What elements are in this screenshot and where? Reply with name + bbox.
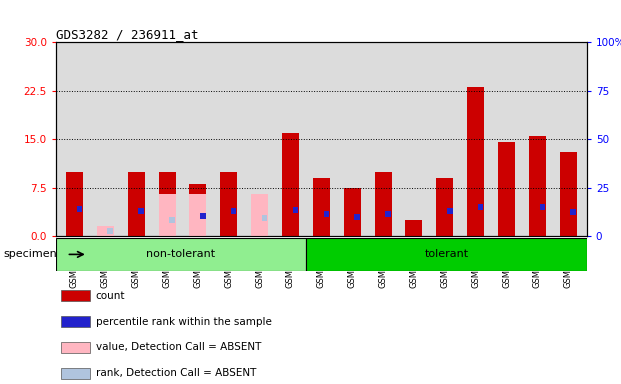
Text: count: count — [96, 291, 125, 301]
Bar — [61, 342, 91, 353]
Text: value, Detection Call = ABSENT: value, Detection Call = ABSENT — [96, 343, 261, 353]
Text: specimen: specimen — [3, 249, 57, 259]
Bar — [231, 208, 237, 214]
Bar — [292, 207, 298, 213]
Bar — [66, 172, 83, 236]
Bar — [571, 209, 576, 215]
Bar — [61, 316, 91, 327]
Bar — [61, 290, 91, 301]
Bar — [107, 228, 113, 234]
Text: rank, Detection Call = ABSENT: rank, Detection Call = ABSENT — [96, 368, 256, 378]
Bar — [262, 215, 268, 221]
Bar — [498, 142, 515, 236]
Text: percentile rank within the sample: percentile rank within the sample — [96, 317, 271, 327]
Text: GDS3282 / 236911_at: GDS3282 / 236911_at — [56, 28, 198, 41]
Bar — [478, 204, 483, 210]
Bar — [61, 368, 91, 379]
Bar — [138, 208, 144, 214]
Bar — [56, 238, 306, 271]
Bar — [385, 211, 391, 217]
Bar — [560, 152, 577, 236]
Bar — [467, 88, 484, 236]
Bar — [128, 172, 145, 236]
Bar — [169, 217, 175, 223]
Bar — [324, 211, 329, 217]
Bar — [529, 136, 546, 236]
Bar — [158, 172, 176, 236]
Bar — [76, 206, 82, 212]
Text: tolerant: tolerant — [424, 249, 468, 260]
Bar — [158, 194, 176, 236]
Bar — [220, 172, 237, 236]
Bar — [344, 188, 361, 236]
Bar — [374, 172, 392, 236]
Bar — [406, 220, 422, 236]
Bar — [200, 213, 206, 219]
Bar — [97, 227, 114, 236]
Bar — [540, 204, 545, 210]
Bar — [313, 178, 330, 236]
Bar — [306, 238, 587, 271]
Text: non-tolerant: non-tolerant — [147, 249, 215, 260]
Bar — [355, 214, 360, 220]
Bar — [251, 194, 268, 236]
Bar — [282, 133, 299, 236]
Bar — [437, 178, 453, 236]
Bar — [447, 208, 453, 214]
Bar — [189, 194, 206, 236]
Bar — [189, 184, 206, 236]
